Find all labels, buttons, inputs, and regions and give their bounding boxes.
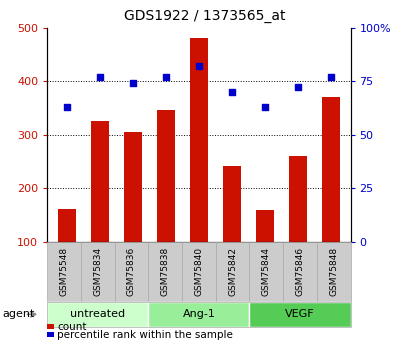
Text: GSM75842: GSM75842: [227, 247, 236, 296]
Text: count: count: [57, 322, 87, 332]
Point: [261, 104, 267, 109]
Bar: [321, 97, 339, 242]
Text: GSM75846: GSM75846: [295, 247, 304, 296]
Text: GSM75834: GSM75834: [93, 247, 102, 296]
Text: GSM75840: GSM75840: [194, 247, 203, 296]
Bar: [156, 110, 175, 242]
Bar: [58, 209, 76, 242]
Point: [195, 63, 202, 69]
Text: GSM75548: GSM75548: [59, 247, 68, 296]
Text: GSM75848: GSM75848: [328, 247, 337, 296]
Bar: [222, 166, 240, 242]
Point: [162, 74, 169, 80]
Bar: [288, 156, 306, 241]
Point: [63, 104, 70, 109]
Text: percentile rank within the sample: percentile rank within the sample: [57, 330, 233, 339]
Point: [327, 74, 333, 80]
Point: [97, 74, 103, 80]
Bar: [189, 38, 207, 242]
Text: VEGF: VEGF: [285, 309, 314, 319]
Point: [129, 80, 136, 86]
Point: [294, 85, 300, 90]
Bar: [255, 210, 273, 241]
Text: GDS1922 / 1373565_at: GDS1922 / 1373565_at: [124, 9, 285, 23]
Bar: [124, 132, 142, 241]
Text: GSM75838: GSM75838: [160, 247, 169, 296]
Text: GSM75844: GSM75844: [261, 247, 270, 296]
Text: GSM75836: GSM75836: [127, 247, 136, 296]
Bar: [91, 121, 109, 242]
Text: Ang-1: Ang-1: [182, 309, 215, 319]
Point: [228, 89, 234, 95]
Text: agent: agent: [2, 309, 34, 319]
Text: untreated: untreated: [70, 309, 125, 319]
